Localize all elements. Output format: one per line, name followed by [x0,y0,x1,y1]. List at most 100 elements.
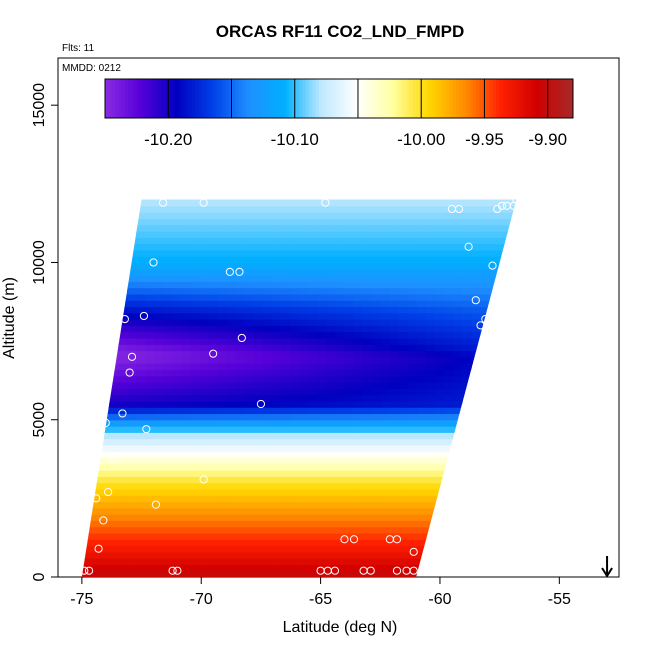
heatmap-cell [353,558,364,566]
heatmap-cell [362,444,373,452]
heatmap-cell [371,381,382,389]
heatmap-cell [217,325,228,333]
heatmap-cell [118,243,128,251]
heatmap-cell [507,520,517,528]
colorbar-segment [456,79,460,118]
heatmap-cell [489,470,499,477]
heatmap-cell [371,388,382,396]
heatmap-cell [181,407,192,415]
heatmap-cell [443,256,454,264]
heatmap-cell [271,419,282,427]
heatmap-cell [99,243,110,251]
heatmap-cell [81,281,92,289]
heatmap-cell [407,375,418,383]
heatmap-cell [434,444,445,452]
colorbar-segment [469,79,474,118]
heatmap-cell [244,249,255,257]
heatmap-cell [489,224,499,232]
heatmap-cell [262,319,273,326]
heatmap-cell [416,287,427,295]
heatmap-cell [507,381,517,389]
heatmap-cell [443,532,454,540]
heatmap-cell [118,249,128,257]
heatmap-cell [489,281,499,289]
heatmap-cell [452,407,463,415]
heatmap-cell [163,388,173,396]
heatmap-cell [190,369,201,377]
heatmap-cell [507,470,517,477]
heatmap-cell [118,551,128,559]
heatmap-cell [136,243,146,251]
heatmap-cell [99,495,110,503]
heatmap-cell [299,507,309,515]
heatmap-cell [136,237,146,245]
heatmap-cell [271,514,282,521]
heatmap-cell [290,325,300,333]
heatmap-cell [99,558,110,566]
heatmap-cell [90,463,101,471]
heatmap-cell [281,337,291,345]
heatmap-cell [109,388,119,396]
heatmap-cell [262,350,273,358]
sample-point [199,198,208,207]
heatmap-cell [281,419,291,427]
heatmap-cell [353,476,364,484]
heatmap-cell [154,426,164,433]
heatmap-cell [262,224,273,232]
heatmap-cell [99,224,110,232]
colorbar-segment [272,79,276,118]
heatmap-cell [226,312,237,320]
colorbar-segment [141,79,146,118]
heatmap-cell [371,325,382,333]
heatmap-cell [271,564,282,572]
heatmap-cell [262,444,273,452]
heatmap-cell [136,495,146,503]
heatmap-cell [362,231,373,238]
heatmap-cell [443,520,454,528]
heatmap-cell [90,337,101,345]
heatmap-cell [217,526,228,534]
heatmap-cell [109,514,119,521]
heatmap-cell [181,419,192,427]
heatmap-cell [317,476,327,484]
heatmap-cell [480,407,490,415]
heatmap-cell [136,256,146,264]
heatmap-cell [362,281,373,289]
heatmap-cell [498,237,508,245]
colorbar-tick-label: -10.00 [397,130,445,149]
heatmap-cell [127,488,137,496]
heatmap-cell [118,426,128,433]
heatmap-cell [190,331,201,339]
heatmap-cell [462,205,472,213]
heatmap-cell [99,306,110,314]
colorbar-segment [402,79,407,118]
heatmap-cell [317,507,327,515]
heatmap-cell [452,400,463,408]
heatmap-cell [154,331,164,339]
heatmap-cell [253,438,264,446]
heatmap-cell [109,539,119,547]
heatmap-cell [498,293,508,301]
colorbar-segment [372,79,377,118]
heatmap-cell [226,306,237,314]
heatmap-cell [217,407,228,415]
heatmap-cell [335,426,345,433]
heatmap-cell [253,231,264,238]
heatmap-cell [99,293,110,301]
heatmap-cell [407,451,418,459]
heatmap-cell [507,551,517,559]
colorbar-segment [168,79,173,118]
heatmap-cell [353,205,364,213]
heatmap-cell [271,325,282,333]
heatmap-cell [235,212,246,220]
heatmap-cell [371,275,382,282]
heatmap-cell [416,205,427,213]
heatmap-cell [317,331,327,339]
heatmap-cell [398,231,409,238]
heatmap-cell [452,312,463,320]
heatmap-cell [281,199,291,207]
heatmap-cell [281,501,291,509]
heatmap-cell [290,419,300,427]
heatmap-cell [99,426,110,433]
heatmap-cell [335,444,345,452]
